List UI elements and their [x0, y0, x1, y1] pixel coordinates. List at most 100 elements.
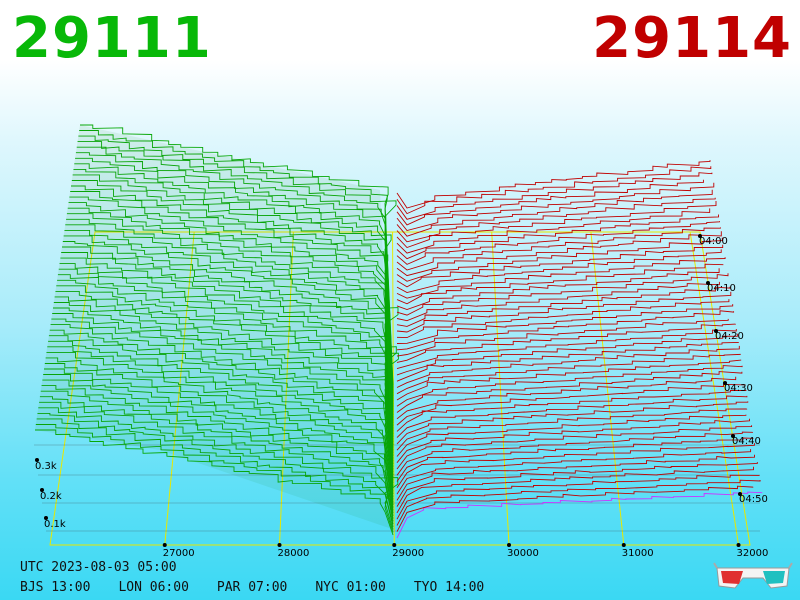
bid-depth-line	[40, 390, 394, 516]
ask-depth-line	[396, 231, 722, 277]
time-tick-marker	[738, 492, 742, 496]
bid-depth-line	[35, 424, 394, 533]
ask-price: 29114	[592, 6, 792, 71]
world-clocks: BJS 13:00 LON 06:00 PAR 07:00 NYC 01:00 …	[20, 580, 512, 595]
ask-depth-line	[396, 244, 724, 288]
price-tick-label: 31000	[622, 548, 654, 559]
ask-depth-line	[396, 479, 761, 526]
ask-depth-line	[396, 466, 754, 514]
bid-depth-line	[60, 257, 394, 451]
bid-depth-line	[68, 202, 394, 424]
bid-depth-line	[80, 124, 394, 386]
bid-depth-line	[39, 396, 394, 519]
ask-depth-line	[396, 371, 743, 413]
price-tick-marker	[507, 543, 512, 547]
ask-depth-line	[396, 333, 738, 376]
bid-depth-line	[58, 268, 394, 456]
bid-depth-line	[46, 351, 394, 497]
3d-glasses-icon[interactable]	[713, 560, 793, 594]
bid-depth-line	[69, 196, 394, 421]
ask-depth-line	[396, 418, 750, 463]
bid-depth-line	[47, 346, 394, 495]
ask-depth-line	[396, 395, 748, 438]
time-tick-label: 04:00	[699, 236, 728, 247]
time-tick-label: 04:40	[732, 436, 761, 447]
ask-depth-line	[396, 189, 713, 237]
bid-depth-line	[44, 368, 394, 506]
bid-depth-line	[57, 279, 397, 462]
time-tick-marker	[723, 381, 727, 385]
price-tick-label: 28000	[278, 548, 310, 559]
time-tick-label: 04:50	[739, 494, 768, 505]
bid-depth-line	[74, 163, 394, 405]
bid-depth-line	[64, 229, 394, 437]
ask-depth-line	[396, 201, 717, 249]
ask-depth-series	[396, 160, 763, 539]
ask-depth-line	[396, 160, 711, 209]
ask-depth-line	[396, 454, 755, 501]
bid-depth-series	[35, 124, 399, 536]
bid-depth-line	[66, 213, 394, 429]
ask-depth-line	[396, 365, 743, 407]
bid-depth-line	[79, 130, 394, 388]
bid-depth-line	[65, 224, 394, 435]
price-tick-label: 27000	[163, 548, 195, 559]
z-axis-grid	[34, 444, 760, 532]
bid-price: 29111	[12, 6, 212, 71]
bid-depth-line	[51, 318, 394, 481]
z-axis-ticks: 0.1k 0.2k 0.3k	[35, 458, 66, 530]
clock-par: PAR 07:00	[216, 580, 288, 595]
bid-depth-line	[50, 324, 394, 484]
bid-depth-line	[77, 141, 394, 394]
price-gridline	[164, 231, 195, 546]
floor-outline	[49, 231, 751, 546]
clock-tyo: TYO 14:00	[413, 580, 485, 595]
bid-depth-line	[43, 374, 394, 508]
ask-depth-line	[396, 383, 746, 426]
ask-depth-line	[396, 263, 724, 305]
volume-tick-marker	[40, 488, 44, 492]
ask-depth-line	[396, 237, 723, 282]
time-tick-marker	[731, 434, 735, 438]
ask-depth-line	[396, 474, 760, 520]
price-gridline	[279, 231, 294, 546]
clock-lon: LON 06:00	[118, 580, 189, 595]
bid-depth-line	[59, 263, 394, 454]
bid-depth-line	[52, 313, 394, 478]
ask-depth-line	[396, 208, 711, 254]
bid-depth-line	[45, 357, 394, 500]
bid-depth-line	[56, 285, 399, 465]
bid-depth-line	[66, 218, 394, 432]
bid-depth-line	[49, 329, 394, 486]
ask-depth-line	[396, 166, 712, 215]
time-tick-label: 04:20	[715, 331, 744, 342]
volume-tick-label: 0.1k	[44, 519, 66, 530]
ask-depth-line	[396, 390, 747, 432]
ask-depth-line	[396, 329, 737, 370]
ask-depth-line	[396, 257, 726, 299]
bid-depth-line	[44, 363, 394, 503]
volume-tick-marker	[44, 516, 48, 520]
price-tick-marker	[621, 543, 626, 547]
price-tick-label: 32000	[737, 548, 769, 559]
bid-depth-line	[38, 407, 399, 525]
ask-depth-line	[396, 462, 758, 507]
price-gridline	[590, 231, 625, 546]
ask-depth-line	[396, 281, 720, 322]
ask-depth-line	[396, 425, 753, 470]
time-tick-label: 04:30	[724, 383, 753, 394]
clock-nyc: NYC 01:00	[315, 580, 386, 595]
ask-depth-line	[396, 443, 755, 489]
ask-depth-line	[396, 318, 729, 357]
volume-tick-marker	[35, 458, 39, 462]
ask-depth-line	[396, 227, 721, 271]
bid-depth-line	[36, 418, 394, 530]
bid-depth-line	[53, 302, 394, 473]
bid-depth-line	[62, 246, 394, 446]
bid-depth-line	[37, 412, 394, 527]
ask-depth-line	[396, 310, 735, 351]
price-gridline	[491, 231, 510, 546]
ask-depth-line	[396, 304, 734, 344]
bid-depth-line	[71, 180, 394, 413]
